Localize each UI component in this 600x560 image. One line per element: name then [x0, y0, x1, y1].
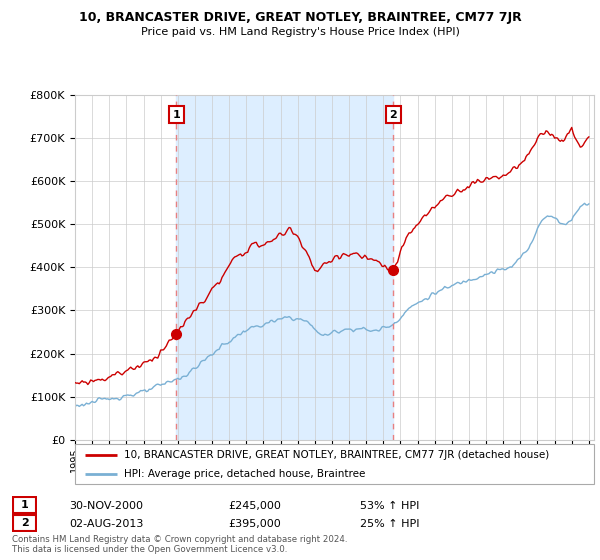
- Text: 1: 1: [172, 110, 180, 120]
- Text: 02-AUG-2013: 02-AUG-2013: [69, 519, 143, 529]
- Text: 30-NOV-2000: 30-NOV-2000: [69, 501, 143, 511]
- Text: 25% ↑ HPI: 25% ↑ HPI: [360, 519, 419, 529]
- Text: 53% ↑ HPI: 53% ↑ HPI: [360, 501, 419, 511]
- Text: 10, BRANCASTER DRIVE, GREAT NOTLEY, BRAINTREE, CM77 7JR: 10, BRANCASTER DRIVE, GREAT NOTLEY, BRAI…: [79, 11, 521, 24]
- Text: Price paid vs. HM Land Registry's House Price Index (HPI): Price paid vs. HM Land Registry's House …: [140, 27, 460, 37]
- Text: 1: 1: [21, 500, 28, 510]
- Text: £245,000: £245,000: [228, 501, 281, 511]
- Text: 10, BRANCASTER DRIVE, GREAT NOTLEY, BRAINTREE, CM77 7JR (detached house): 10, BRANCASTER DRIVE, GREAT NOTLEY, BRAI…: [124, 450, 550, 460]
- Text: HPI: Average price, detached house, Braintree: HPI: Average price, detached house, Brai…: [124, 469, 365, 478]
- Text: 2: 2: [389, 110, 397, 120]
- Bar: [176, 95, 394, 440]
- Text: Contains HM Land Registry data © Crown copyright and database right 2024.
This d: Contains HM Land Registry data © Crown c…: [12, 535, 347, 554]
- Text: £395,000: £395,000: [228, 519, 281, 529]
- Text: 2: 2: [21, 518, 28, 528]
